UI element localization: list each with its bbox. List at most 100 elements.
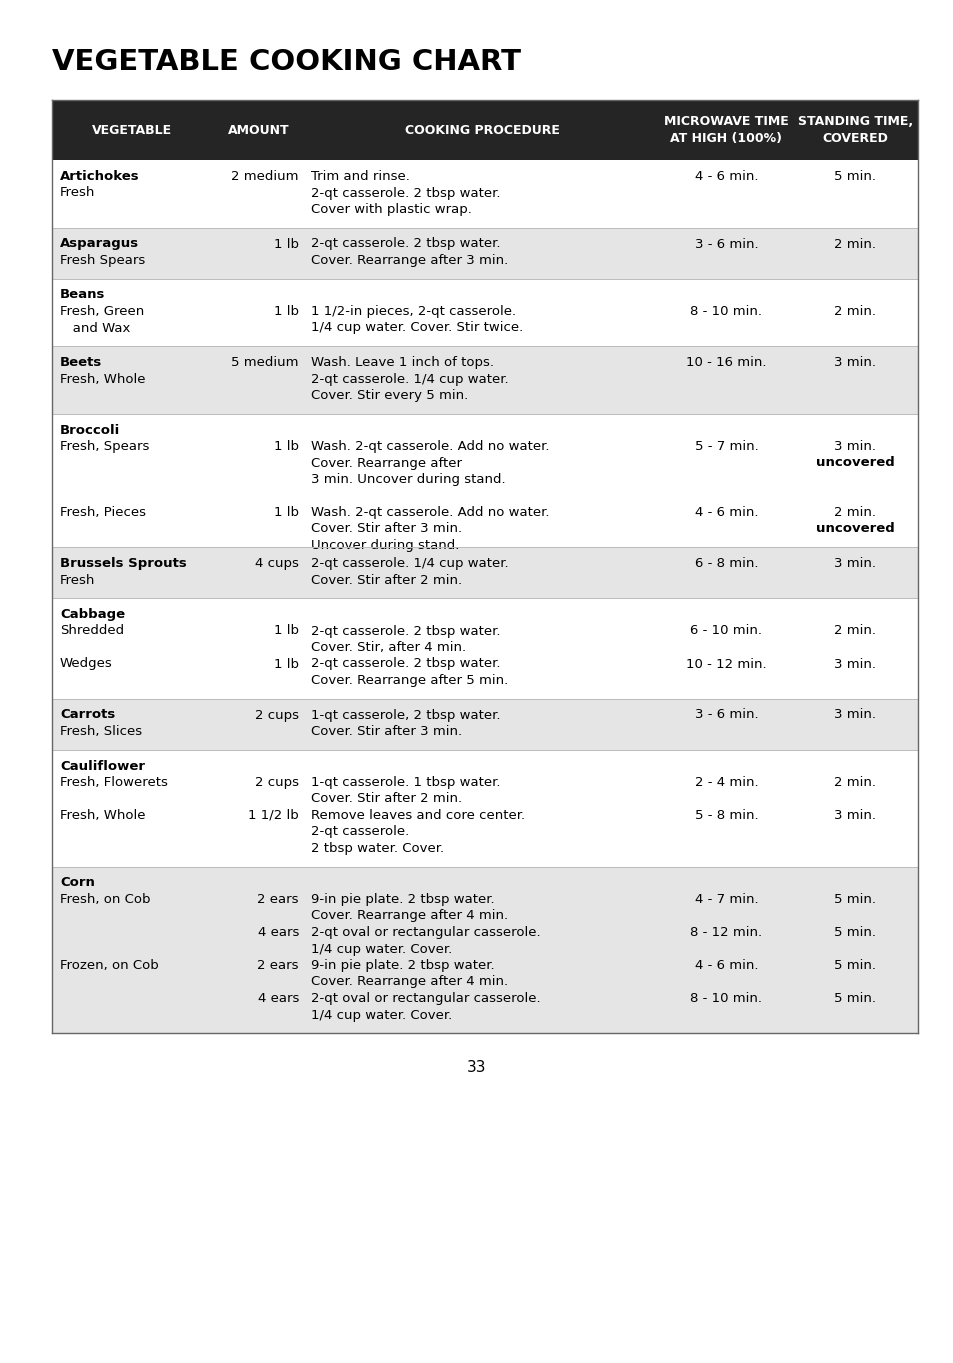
Text: 4 ears: 4 ears bbox=[257, 925, 298, 939]
Bar bbox=[52, 413, 917, 547]
Text: Cauliflower: Cauliflower bbox=[60, 759, 145, 773]
Text: 4 - 7 min.: 4 - 7 min. bbox=[694, 893, 758, 906]
Bar bbox=[52, 547, 917, 598]
Text: 8 - 10 min.: 8 - 10 min. bbox=[690, 305, 761, 318]
Text: AMOUNT: AMOUNT bbox=[228, 124, 289, 136]
Text: 5 min.: 5 min. bbox=[834, 960, 876, 972]
Text: 2 ears: 2 ears bbox=[257, 960, 298, 972]
Text: 2-qt casserole. 2 tbsp water.: 2-qt casserole. 2 tbsp water. bbox=[311, 237, 500, 251]
Text: 3 min. Uncover during stand.: 3 min. Uncover during stand. bbox=[311, 473, 505, 487]
Text: Frozen, on Cob: Frozen, on Cob bbox=[60, 960, 158, 972]
Text: Wash. 2-qt casserole. Add no water.: Wash. 2-qt casserole. Add no water. bbox=[311, 506, 549, 519]
Text: Artichokes: Artichokes bbox=[60, 170, 139, 183]
Text: Fresh, Green: Fresh, Green bbox=[60, 305, 144, 318]
Text: Cover. Stir after 3 min.: Cover. Stir after 3 min. bbox=[311, 725, 461, 737]
Text: 1 lb: 1 lb bbox=[274, 657, 298, 671]
Text: 3 min.: 3 min. bbox=[834, 810, 876, 822]
Bar bbox=[52, 346, 917, 413]
Text: 2 min.: 2 min. bbox=[834, 624, 876, 638]
Text: 2-qt casserole. 1/4 cup water.: 2-qt casserole. 1/4 cup water. bbox=[311, 372, 508, 386]
Text: 1-qt casserole. 1 tbsp water.: 1-qt casserole. 1 tbsp water. bbox=[311, 776, 500, 789]
Text: 6 - 10 min.: 6 - 10 min. bbox=[690, 624, 761, 638]
Bar bbox=[52, 99, 917, 159]
Text: 3 min.: 3 min. bbox=[834, 356, 876, 369]
Text: 3 - 6 min.: 3 - 6 min. bbox=[694, 709, 758, 721]
Text: Trim and rinse.: Trim and rinse. bbox=[311, 170, 410, 183]
Text: 5 - 8 min.: 5 - 8 min. bbox=[694, 810, 758, 822]
Text: Fresh, Spears: Fresh, Spears bbox=[60, 440, 150, 453]
Text: Fresh, on Cob: Fresh, on Cob bbox=[60, 893, 151, 906]
Text: Cover. Rearrange after 4 min.: Cover. Rearrange after 4 min. bbox=[311, 909, 508, 923]
Bar bbox=[52, 750, 917, 867]
Text: 2 min.: 2 min. bbox=[834, 506, 876, 519]
Text: 2 - 4 min.: 2 - 4 min. bbox=[694, 776, 758, 789]
Text: 2-qt casserole. 1/4 cup water.: 2-qt casserole. 1/4 cup water. bbox=[311, 557, 508, 570]
Text: Fresh, Slices: Fresh, Slices bbox=[60, 725, 142, 737]
Text: Fresh: Fresh bbox=[60, 574, 95, 586]
Text: Shredded: Shredded bbox=[60, 624, 124, 638]
Text: 2-qt casserole. 2 tbsp water.: 2-qt casserole. 2 tbsp water. bbox=[311, 657, 500, 671]
Text: Cover. Rearrange after 5 min.: Cover. Rearrange after 5 min. bbox=[311, 673, 508, 687]
Text: 3 min.: 3 min. bbox=[834, 557, 876, 570]
Text: 9-in pie plate. 2 tbsp water.: 9-in pie plate. 2 tbsp water. bbox=[311, 960, 494, 972]
Text: 2 medium: 2 medium bbox=[232, 170, 298, 183]
Bar bbox=[52, 159, 917, 228]
Text: 5 medium: 5 medium bbox=[232, 356, 298, 369]
Text: Beans: Beans bbox=[60, 289, 105, 301]
Text: 9-in pie plate. 2 tbsp water.: 9-in pie plate. 2 tbsp water. bbox=[311, 893, 494, 906]
Text: Fresh Spears: Fresh Spears bbox=[60, 254, 145, 267]
Text: Cover. Rearrange after 4 min.: Cover. Rearrange after 4 min. bbox=[311, 976, 508, 988]
Text: 1 1/2 lb: 1 1/2 lb bbox=[248, 810, 298, 822]
Text: Cover. Stir after 2 min.: Cover. Stir after 2 min. bbox=[311, 574, 461, 586]
Text: 33: 33 bbox=[467, 1060, 486, 1075]
Text: Corn: Corn bbox=[60, 876, 94, 890]
Text: 2-qt oval or rectangular casserole.: 2-qt oval or rectangular casserole. bbox=[311, 925, 540, 939]
Text: Fresh, Whole: Fresh, Whole bbox=[60, 810, 146, 822]
Text: Wedges: Wedges bbox=[60, 657, 112, 671]
Bar bbox=[52, 228, 917, 278]
Text: 10 - 16 min.: 10 - 16 min. bbox=[685, 356, 766, 369]
Text: Brussels Sprouts: Brussels Sprouts bbox=[60, 557, 187, 570]
Text: 4 - 6 min.: 4 - 6 min. bbox=[694, 506, 758, 519]
Text: 2 cups: 2 cups bbox=[254, 709, 298, 721]
Text: 4 ears: 4 ears bbox=[257, 992, 298, 1005]
Text: 1 lb: 1 lb bbox=[274, 305, 298, 318]
Text: 1-qt casserole, 2 tbsp water.: 1-qt casserole, 2 tbsp water. bbox=[311, 709, 500, 721]
Text: and Wax: and Wax bbox=[60, 322, 131, 334]
Text: 6 - 8 min.: 6 - 8 min. bbox=[694, 557, 758, 570]
Text: 2 min.: 2 min. bbox=[834, 776, 876, 789]
Text: MICROWAVE TIME
AT HIGH (100%): MICROWAVE TIME AT HIGH (100%) bbox=[663, 114, 788, 144]
Text: 3 min.: 3 min. bbox=[834, 709, 876, 721]
Text: Fresh: Fresh bbox=[60, 187, 95, 199]
Text: Wash. 2-qt casserole. Add no water.: Wash. 2-qt casserole. Add no water. bbox=[311, 440, 549, 453]
Text: Fresh, Whole: Fresh, Whole bbox=[60, 372, 146, 386]
Text: 3 - 6 min.: 3 - 6 min. bbox=[694, 237, 758, 251]
Text: 10 - 12 min.: 10 - 12 min. bbox=[685, 657, 766, 671]
Text: 2 min.: 2 min. bbox=[834, 305, 876, 318]
Text: 3 min.: 3 min. bbox=[834, 440, 876, 453]
Text: 1/4 cup water. Cover. Stir twice.: 1/4 cup water. Cover. Stir twice. bbox=[311, 322, 522, 334]
Text: VEGETABLE: VEGETABLE bbox=[91, 124, 172, 136]
Text: VEGETABLE COOKING CHART: VEGETABLE COOKING CHART bbox=[52, 48, 520, 76]
Text: 2-qt casserole.: 2-qt casserole. bbox=[311, 826, 409, 838]
Text: Cover. Rearrange after: Cover. Rearrange after bbox=[311, 457, 461, 469]
Text: 5 min.: 5 min. bbox=[834, 170, 876, 183]
Text: Broccoli: Broccoli bbox=[60, 424, 120, 436]
Text: 1 lb: 1 lb bbox=[274, 624, 298, 638]
Text: Cover. Stir, after 4 min.: Cover. Stir, after 4 min. bbox=[311, 641, 466, 654]
Text: 1 lb: 1 lb bbox=[274, 440, 298, 453]
Text: 2 min.: 2 min. bbox=[834, 237, 876, 251]
Text: uncovered: uncovered bbox=[815, 522, 894, 536]
Text: 4 - 6 min.: 4 - 6 min. bbox=[694, 960, 758, 972]
Text: 2-qt casserole. 2 tbsp water.: 2-qt casserole. 2 tbsp water. bbox=[311, 624, 500, 638]
Text: 5 min.: 5 min. bbox=[834, 992, 876, 1005]
Bar bbox=[52, 278, 917, 346]
Text: 2 tbsp water. Cover.: 2 tbsp water. Cover. bbox=[311, 842, 444, 855]
Text: 2 ears: 2 ears bbox=[257, 893, 298, 906]
Text: Uncover during stand.: Uncover during stand. bbox=[311, 538, 459, 552]
Text: uncovered: uncovered bbox=[815, 457, 894, 469]
Text: Fresh, Pieces: Fresh, Pieces bbox=[60, 506, 146, 519]
Text: 1 lb: 1 lb bbox=[274, 506, 298, 519]
Text: 1/4 cup water. Cover.: 1/4 cup water. Cover. bbox=[311, 1009, 452, 1021]
Text: 4 cups: 4 cups bbox=[254, 557, 298, 570]
